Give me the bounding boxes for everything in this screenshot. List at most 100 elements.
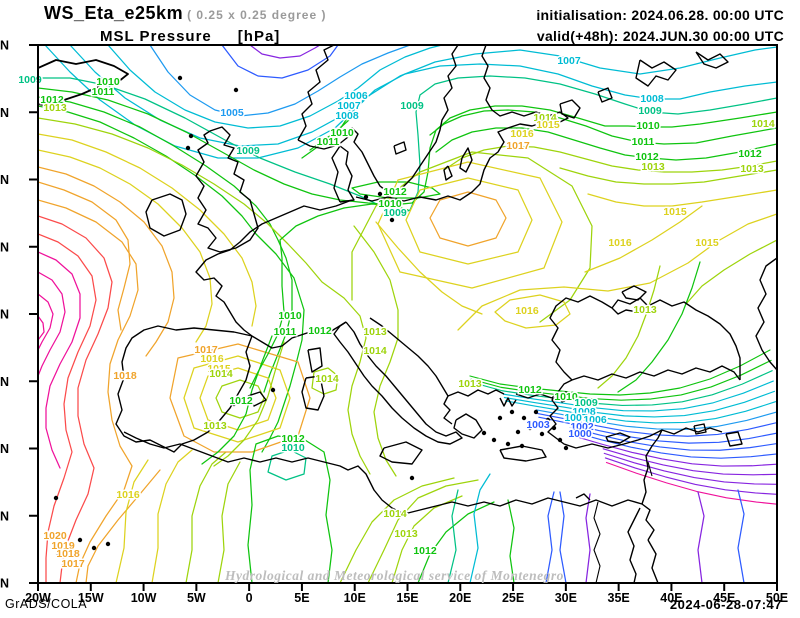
- isobar-label: 1010: [378, 198, 402, 210]
- x-tick-label: 30E: [555, 591, 577, 605]
- isobar-label: 1016: [510, 128, 534, 140]
- isobar-label: 1016: [200, 353, 224, 365]
- isobar-label: 1007: [564, 412, 588, 424]
- isobar-label: 1017: [194, 344, 218, 356]
- isobar-layer: [38, 45, 777, 583]
- isobar-label: 1005: [220, 107, 244, 119]
- isobar-label: 1016: [116, 489, 140, 501]
- isobar-label: 1017: [506, 140, 530, 152]
- isobar-label: 1018: [113, 370, 137, 382]
- isobar-label: 1009: [236, 145, 260, 157]
- model-name: WS_Eta_e25km: [44, 3, 184, 23]
- y-tick-label: 35N: [0, 442, 9, 456]
- x-tick-label: 5W: [187, 591, 206, 605]
- isobar-label: 1017: [61, 558, 85, 570]
- isobar-label: 1009: [638, 105, 662, 117]
- isobar-label: 1019: [51, 540, 75, 552]
- y-tick-label: 45N: [0, 308, 9, 322]
- grads-credit: GrADS/COLA: [5, 597, 88, 611]
- isobar-label: 1010: [636, 120, 660, 132]
- isobar-label: 1009: [383, 207, 407, 219]
- isobar-label: 1007: [337, 100, 361, 112]
- isobar-label: 1012: [738, 148, 762, 160]
- isobar-label: 1002: [570, 421, 594, 433]
- field-name: MSL Pressure: [100, 28, 212, 45]
- isobar-label: 1015: [695, 237, 719, 249]
- x-tick-label: 15W: [78, 591, 104, 605]
- isobar-label: 1010: [278, 310, 302, 322]
- isobar-label: 1018: [56, 548, 80, 560]
- isobar-label: 1013: [641, 161, 665, 173]
- x-tick-label: 10E: [344, 591, 366, 605]
- isobar-label: 1011: [632, 136, 655, 148]
- isobar-label: 1010: [554, 391, 578, 403]
- isobar-label: 1011: [92, 86, 115, 98]
- isobar-label: 1000: [568, 428, 592, 440]
- x-tick-label: 35E: [608, 591, 630, 605]
- x-tick-label: 45E: [713, 591, 735, 605]
- field-units: [hPa]: [237, 28, 281, 45]
- header-left: WS_Eta_e25km( 0.25 x 0.25 degree ): [44, 3, 326, 24]
- isobar-label: 1012: [281, 433, 305, 445]
- isobar-label: 1014: [315, 373, 339, 385]
- header-field-line: MSL Pressure [hPa]: [100, 28, 280, 46]
- watermark: Hydrological and Meteorological service …: [225, 568, 564, 583]
- isobar-label: 1009: [18, 74, 42, 86]
- isobar-label: 1011: [274, 326, 297, 338]
- isobar-label: 1009: [400, 100, 424, 112]
- isobar-label: 1013: [394, 528, 418, 540]
- isobar-label: 1013: [203, 420, 227, 432]
- x-tick-label: 25E: [502, 591, 524, 605]
- isobar-label: 1008: [640, 93, 664, 105]
- coastline-layer: [38, 45, 777, 583]
- isobar-label: 1012: [40, 94, 64, 106]
- y-tick-label: 50N: [0, 240, 9, 254]
- x-tick-label: 5E: [294, 591, 309, 605]
- y-tick-label: 40N: [0, 375, 9, 389]
- x-tick-label: 20E: [449, 591, 471, 605]
- isobar-label: 1010: [330, 127, 354, 139]
- y-tick-label: 25N: [0, 577, 9, 591]
- isobar-label: 1008: [572, 406, 596, 418]
- x-tick-label: 20W: [25, 591, 51, 605]
- isobar-label: 1016: [515, 305, 539, 317]
- isobar-label: 1007: [557, 55, 581, 67]
- isobar-label: 1013: [363, 326, 387, 338]
- isobar-label: 1013: [633, 304, 657, 316]
- header-right: initialisation: 2024.06.28. 00:00 UTC va…: [536, 5, 784, 47]
- axis-layer: 20W 15W 10W 5W 0 5E 10E 15E 20E 25E 30E 35E 40E 45E 50…: [0, 39, 788, 606]
- isobar-label: 1003: [526, 419, 550, 431]
- isobar-label: 1011: [317, 136, 340, 148]
- isobar-label: 1006: [583, 414, 607, 426]
- map-frame: [37, 44, 778, 584]
- isobar-label: 1006: [344, 90, 368, 102]
- isobar-label: 1015: [663, 206, 687, 218]
- y-tick-label: 30N: [0, 509, 9, 523]
- isobar-label: 1013: [458, 378, 482, 390]
- isobar-label: 1015: [536, 119, 560, 131]
- isobar-label: 1012: [635, 151, 659, 163]
- x-tick-label: 0: [246, 591, 253, 605]
- isobar-label: 1010: [96, 76, 120, 88]
- initialisation-time: initialisation: 2024.06.28. 00:00 UTC: [536, 7, 784, 23]
- isobar-label: 1013: [43, 102, 67, 114]
- creation-timestamp: 2024-06-28-07:47: [669, 597, 782, 612]
- isobar-label: 1014: [533, 112, 557, 124]
- x-tick-label: 40E: [660, 591, 682, 605]
- isobar-label: 1008: [335, 110, 359, 122]
- isobar-label: 1020: [43, 530, 67, 542]
- y-tick-label: 55N: [0, 173, 9, 187]
- x-tick-label: 50E: [766, 591, 788, 605]
- y-tick-label: 60N: [0, 106, 9, 120]
- isobar-label: 1014: [383, 508, 407, 520]
- isobar-label: 1012: [383, 186, 407, 198]
- model-resolution: ( 0.25 x 0.25 degree ): [187, 8, 327, 22]
- isobar-label: 1016: [608, 237, 632, 249]
- x-tick-label: 10W: [131, 591, 157, 605]
- isobar-label: 1012: [229, 395, 253, 407]
- valid-time: valid(+48h): 2024.JUN.30 00:00 UTC: [536, 28, 784, 44]
- isobar-label: 1014: [209, 368, 233, 380]
- isobar-label: 1012: [413, 545, 437, 557]
